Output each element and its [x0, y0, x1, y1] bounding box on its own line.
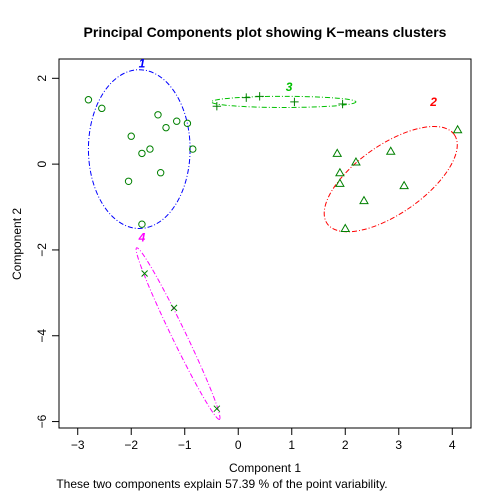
cluster-2-point [452, 124, 463, 134]
cluster-3-point [212, 101, 222, 111]
x-axis-label: Component 1 [229, 461, 301, 475]
x-tick-label: −3 [71, 438, 85, 452]
cluster-1-point [124, 177, 133, 185]
x-tick-label: −1 [178, 438, 192, 452]
x-tick-label: 1 [288, 438, 295, 452]
cluster-3-point [290, 97, 299, 107]
y-axis: −6 −4 −2 0 2 [35, 75, 60, 428]
cluster-1-point [146, 145, 154, 153]
cluster-2-point [332, 148, 343, 157]
cluster-4-point [213, 405, 221, 413]
cluster-2-label: 2 [429, 95, 437, 109]
cluster-2-point [335, 178, 345, 187]
cluster-3-point [255, 92, 264, 101]
cluster-1-point [127, 132, 135, 140]
cluster-labels: 1 2 3 4 [138, 57, 438, 245]
cluster-4-ellipse [135, 247, 221, 420]
x-tick-label: 0 [235, 438, 242, 452]
cluster-2-point [351, 156, 361, 166]
cluster-1-ellipse [87, 69, 191, 229]
cluster-2-point [335, 167, 345, 177]
data-points [84, 92, 463, 413]
cluster-1-point [162, 123, 170, 132]
cluster-4-point [141, 270, 148, 277]
cluster-1-point [138, 220, 146, 228]
chart-title: Principal Components plot showing K−mean… [84, 24, 447, 40]
x-tick-label: −2 [124, 438, 138, 452]
cluster-3-ellipse [210, 95, 357, 108]
cluster-1-point [189, 145, 197, 153]
x-tick-label: 3 [395, 438, 402, 452]
cluster-2-point [385, 146, 396, 155]
x-axis: −3 −2 −1 0 1 2 3 4 [71, 427, 456, 452]
y-tick-label: 0 [35, 160, 49, 167]
cluster-ellipses [87, 69, 458, 420]
cluster-2-point [359, 195, 369, 205]
cluster-1-point [84, 96, 93, 104]
x-tick-label: 2 [342, 438, 349, 452]
cluster-2-ellipse [323, 126, 458, 233]
cluster-1-point [156, 169, 165, 177]
cluster-1-point [173, 117, 181, 125]
cluster-4-label: 4 [138, 230, 146, 244]
x-tick-label: 4 [449, 438, 456, 452]
chart-subtitle: These two components explain 57.39 % of … [56, 477, 387, 491]
y-tick-label: 2 [35, 75, 49, 82]
cluster-2-point [399, 180, 409, 190]
y-axis-label: Component 2 [10, 208, 24, 280]
cluster-3-point [242, 93, 251, 102]
cluster-1-point [183, 119, 192, 128]
cluster-1-point [138, 149, 146, 158]
cluster-4-point [170, 304, 178, 312]
cluster-1-point [98, 104, 106, 113]
cluster-2-point [340, 223, 351, 232]
y-tick-label: −6 [35, 414, 49, 428]
cluster-1-label: 1 [139, 57, 146, 71]
cluster-3-point [338, 99, 347, 109]
y-tick-label: −2 [35, 243, 49, 257]
cluster-3-label: 3 [286, 80, 293, 94]
plot-frame [58, 58, 472, 429]
y-tick-label: −4 [35, 329, 49, 343]
cluster-1-point [154, 111, 162, 119]
